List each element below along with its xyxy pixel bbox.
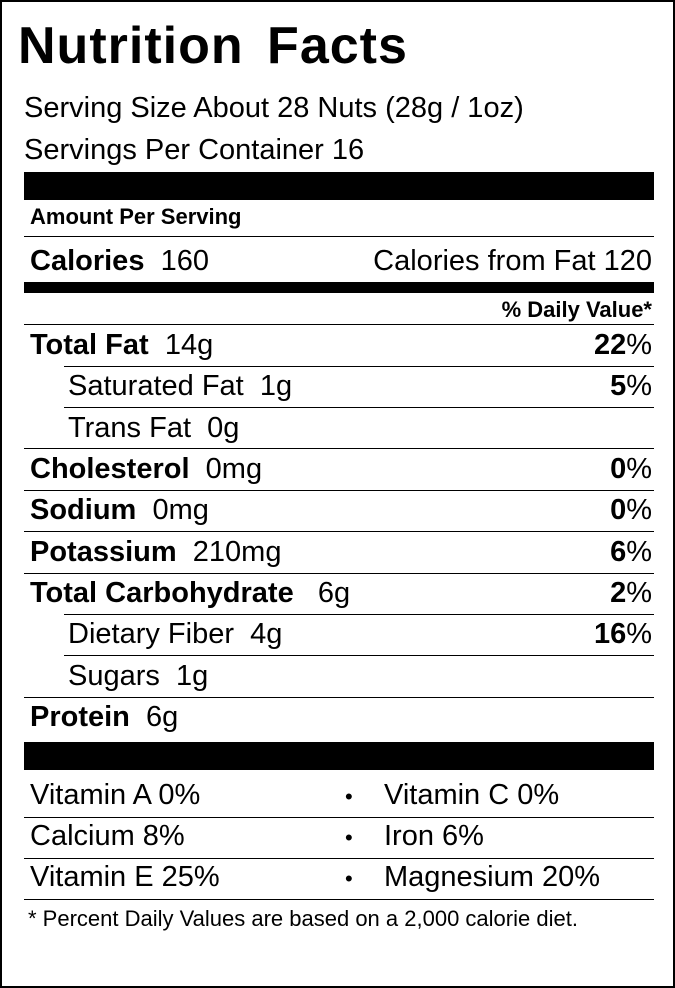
divider — [24, 858, 654, 859]
nutrient-amount: 210mg — [192, 536, 282, 568]
bullet: • — [345, 784, 353, 809]
nutrient-row-protein: Protein 6g — [30, 703, 178, 732]
bullet: • — [345, 866, 353, 891]
nutrient-amount: 4g — [250, 618, 283, 650]
divider — [64, 614, 654, 615]
nutrient-row-sugars: Sugars 1g — [68, 662, 208, 691]
footnote: * Percent Daily Values are based on a 2,… — [28, 906, 578, 931]
daily-value-header: % Daily Value* — [501, 297, 652, 322]
nutrient-row-sodium: Sodium 0mg — [30, 496, 209, 525]
nutrient-label: Sugars — [68, 660, 160, 692]
nutrient-row-potassium: Potassium 210mg — [30, 538, 281, 567]
nutrient-label: Trans Fat — [68, 412, 192, 444]
nutrient-dv: 2% — [610, 577, 652, 609]
nutrient-dv: 6% — [610, 536, 652, 568]
divider — [64, 407, 654, 408]
nutrient-label: Protein — [30, 701, 130, 733]
serving-size: Serving Size About 28 Nuts (28g / 1oz) — [24, 92, 524, 124]
divider — [64, 655, 654, 656]
bullet: • — [345, 825, 353, 850]
nutrient-row-total-fat: Total Fat 14g — [30, 331, 213, 360]
nutrient-dv: 0% — [610, 494, 652, 526]
calories-from-fat: Calories from Fat 120 — [373, 245, 652, 277]
vitamin-left: Vitamin A 0% — [30, 779, 201, 811]
nutrient-label: Potassium — [30, 536, 177, 568]
calories-row: Calories 160 — [30, 247, 209, 276]
vitamin-right: Vitamin C 0% — [384, 779, 560, 811]
thick-divider — [24, 742, 654, 770]
divider — [24, 817, 654, 818]
calories-value: 160 — [160, 245, 209, 277]
nutrient-amount: 0mg — [152, 494, 209, 526]
calories-label: Calories — [30, 245, 145, 277]
nutrient-dv: 22% — [593, 329, 652, 361]
label-title: Nutrition Facts — [18, 17, 408, 75]
vitamin-left: Vitamin E 25% — [30, 861, 220, 893]
divider — [24, 324, 654, 325]
servings-per-container: Servings Per Container 16 — [24, 134, 365, 166]
nutrient-amount: 1g — [259, 370, 293, 402]
nutrient-amount: 1g — [176, 660, 209, 692]
divider — [24, 697, 654, 698]
nutrient-dv: 16% — [593, 618, 652, 650]
amount-per-serving: Amount Per Serving — [30, 204, 242, 229]
vitamin-left: Calcium 8% — [30, 820, 185, 852]
nutrient-amount: 0mg — [205, 453, 263, 485]
vitamin-right: Iron 6% — [384, 820, 484, 852]
divider — [24, 490, 654, 491]
vitamin-right: Magnesium 20% — [384, 861, 600, 893]
nutrient-label: Sodium — [30, 494, 137, 526]
nutrient-label: Dietary Fiber — [68, 618, 234, 650]
thick-divider — [24, 172, 654, 200]
medium-divider — [24, 282, 654, 293]
nutrient-dv: 0% — [610, 453, 652, 485]
nutrient-amount: 0g — [207, 412, 240, 444]
divider — [24, 236, 654, 237]
divider — [24, 531, 654, 532]
nutrient-label: Total Fat — [30, 329, 149, 361]
divider — [24, 573, 654, 574]
nutrient-row-cholesterol: Cholesterol 0mg — [30, 455, 262, 484]
nutrient-row-total-carbohydrate: Total Carbohydrate 6g — [30, 579, 350, 608]
nutrient-amount: 6g — [146, 701, 179, 733]
nutrient-dv: 5% — [610, 370, 652, 402]
nutrient-label: Saturated Fat — [68, 370, 244, 402]
nutrient-row-saturated-fat: Saturated Fat 1g — [68, 372, 292, 401]
nutrient-amount: 14g — [164, 329, 214, 361]
nutrient-label: Total Carbohydrate — [30, 577, 294, 609]
nutrient-amount: 6g — [317, 577, 351, 609]
divider — [64, 366, 654, 367]
divider — [24, 899, 654, 900]
divider — [24, 448, 654, 449]
nutrient-row-trans-fat: Trans Fat 0g — [68, 414, 239, 443]
nutrient-label: Cholesterol — [30, 453, 190, 485]
nutrient-row-dietary-fiber: Dietary Fiber 4g — [68, 620, 282, 649]
